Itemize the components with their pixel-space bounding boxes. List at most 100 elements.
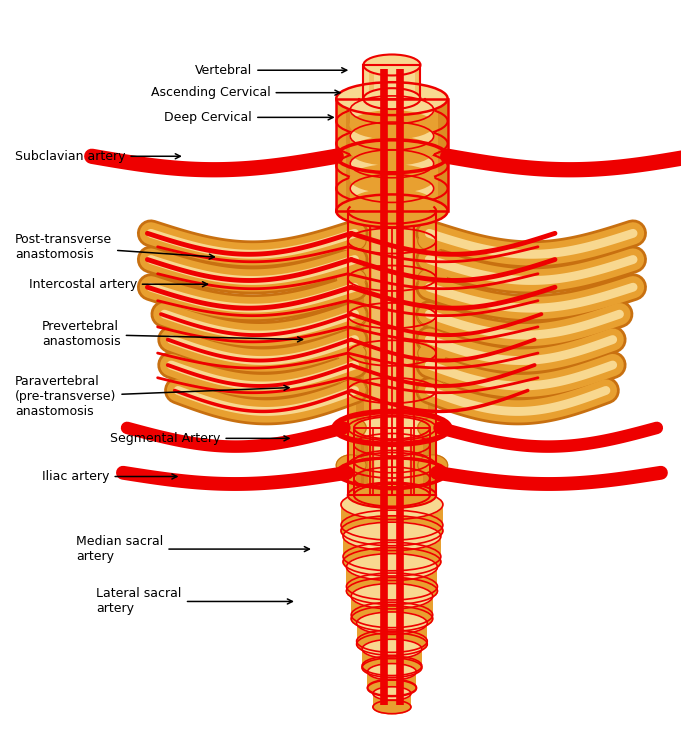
Bar bbox=[354, 428, 430, 495]
Ellipse shape bbox=[350, 164, 434, 193]
Bar bbox=[364, 65, 421, 98]
Ellipse shape bbox=[418, 418, 447, 439]
Ellipse shape bbox=[336, 418, 366, 439]
Bar bbox=[361, 428, 368, 495]
Bar bbox=[348, 211, 436, 495]
Bar bbox=[364, 65, 421, 98]
Ellipse shape bbox=[350, 96, 434, 124]
Text: Subclavian artery: Subclavian artery bbox=[15, 149, 180, 163]
Bar bbox=[357, 623, 427, 644]
Bar bbox=[375, 110, 409, 125]
Ellipse shape bbox=[354, 484, 430, 506]
Bar bbox=[423, 428, 430, 495]
Text: Paravertebral
(pre-transverse)
anastomosis: Paravertebral (pre-transverse) anastomos… bbox=[15, 375, 289, 418]
Bar bbox=[336, 98, 447, 211]
Ellipse shape bbox=[357, 633, 427, 656]
Ellipse shape bbox=[336, 305, 366, 326]
Bar bbox=[385, 693, 400, 707]
Text: Median sacral
artery: Median sacral artery bbox=[76, 535, 310, 563]
Ellipse shape bbox=[368, 664, 417, 680]
Ellipse shape bbox=[362, 639, 422, 659]
Ellipse shape bbox=[336, 455, 366, 476]
Bar bbox=[346, 98, 356, 211]
Ellipse shape bbox=[350, 189, 434, 217]
Ellipse shape bbox=[364, 88, 421, 109]
Bar bbox=[348, 211, 436, 495]
Bar bbox=[373, 693, 411, 707]
Ellipse shape bbox=[341, 516, 443, 546]
Bar bbox=[375, 164, 409, 179]
Ellipse shape bbox=[350, 111, 434, 139]
Bar bbox=[350, 189, 434, 204]
Ellipse shape bbox=[354, 417, 430, 439]
Ellipse shape bbox=[368, 680, 417, 696]
Text: Prevertebral
anastomosis: Prevertebral anastomosis bbox=[42, 321, 303, 348]
Bar bbox=[374, 567, 410, 591]
Ellipse shape bbox=[364, 55, 421, 75]
Bar bbox=[341, 505, 443, 531]
Bar bbox=[428, 211, 436, 495]
Bar bbox=[362, 649, 422, 668]
Bar bbox=[372, 536, 411, 562]
Bar bbox=[367, 98, 417, 211]
Ellipse shape bbox=[362, 658, 422, 677]
Bar bbox=[372, 211, 412, 495]
Text: Iliac artery: Iliac artery bbox=[42, 470, 177, 483]
Bar bbox=[438, 98, 447, 211]
Bar bbox=[350, 164, 434, 179]
Ellipse shape bbox=[357, 612, 427, 635]
Text: Intercostal artery: Intercostal artery bbox=[29, 278, 207, 291]
Ellipse shape bbox=[336, 380, 366, 401]
Ellipse shape bbox=[418, 231, 447, 252]
Bar bbox=[368, 65, 374, 98]
Bar bbox=[336, 98, 447, 211]
Bar bbox=[379, 65, 405, 98]
Bar bbox=[375, 428, 409, 495]
Bar bbox=[368, 672, 417, 688]
Ellipse shape bbox=[343, 547, 441, 576]
Ellipse shape bbox=[348, 482, 436, 508]
Bar bbox=[350, 136, 434, 151]
Text: Lateral sacral
artery: Lateral sacral artery bbox=[96, 587, 293, 616]
Bar bbox=[350, 110, 434, 125]
Text: Deep Cervical: Deep Cervical bbox=[164, 111, 333, 124]
Ellipse shape bbox=[350, 174, 434, 203]
Ellipse shape bbox=[336, 82, 447, 115]
Bar bbox=[375, 189, 409, 204]
Ellipse shape bbox=[351, 584, 432, 609]
Ellipse shape bbox=[373, 686, 411, 700]
Ellipse shape bbox=[373, 700, 411, 713]
Bar bbox=[378, 623, 406, 644]
Ellipse shape bbox=[351, 606, 432, 632]
Bar bbox=[356, 211, 364, 495]
Ellipse shape bbox=[418, 342, 447, 363]
Ellipse shape bbox=[336, 268, 366, 288]
Ellipse shape bbox=[346, 553, 437, 581]
Ellipse shape bbox=[350, 149, 434, 178]
Ellipse shape bbox=[336, 195, 447, 228]
Text: Vertebral: Vertebral bbox=[195, 64, 346, 77]
Text: Post-transverse
anastomosis: Post-transverse anastomosis bbox=[15, 233, 214, 261]
Bar bbox=[415, 65, 421, 98]
Ellipse shape bbox=[343, 522, 441, 550]
Text: Segmental Artery: Segmental Artery bbox=[110, 432, 289, 445]
Bar bbox=[380, 649, 404, 668]
Ellipse shape bbox=[418, 380, 447, 401]
Bar bbox=[351, 596, 432, 619]
Bar bbox=[372, 505, 413, 531]
Bar bbox=[346, 567, 437, 591]
Ellipse shape bbox=[418, 268, 447, 288]
Ellipse shape bbox=[350, 137, 434, 165]
Ellipse shape bbox=[418, 455, 447, 476]
Bar bbox=[376, 596, 409, 619]
Bar bbox=[343, 536, 441, 562]
Ellipse shape bbox=[346, 578, 437, 605]
Text: Ascending Cervical: Ascending Cervical bbox=[151, 86, 340, 99]
Bar bbox=[354, 428, 430, 495]
Bar bbox=[375, 136, 409, 151]
Ellipse shape bbox=[336, 231, 366, 252]
Bar bbox=[382, 672, 402, 688]
Ellipse shape bbox=[336, 342, 366, 363]
Ellipse shape bbox=[350, 122, 434, 150]
Ellipse shape bbox=[341, 490, 443, 520]
